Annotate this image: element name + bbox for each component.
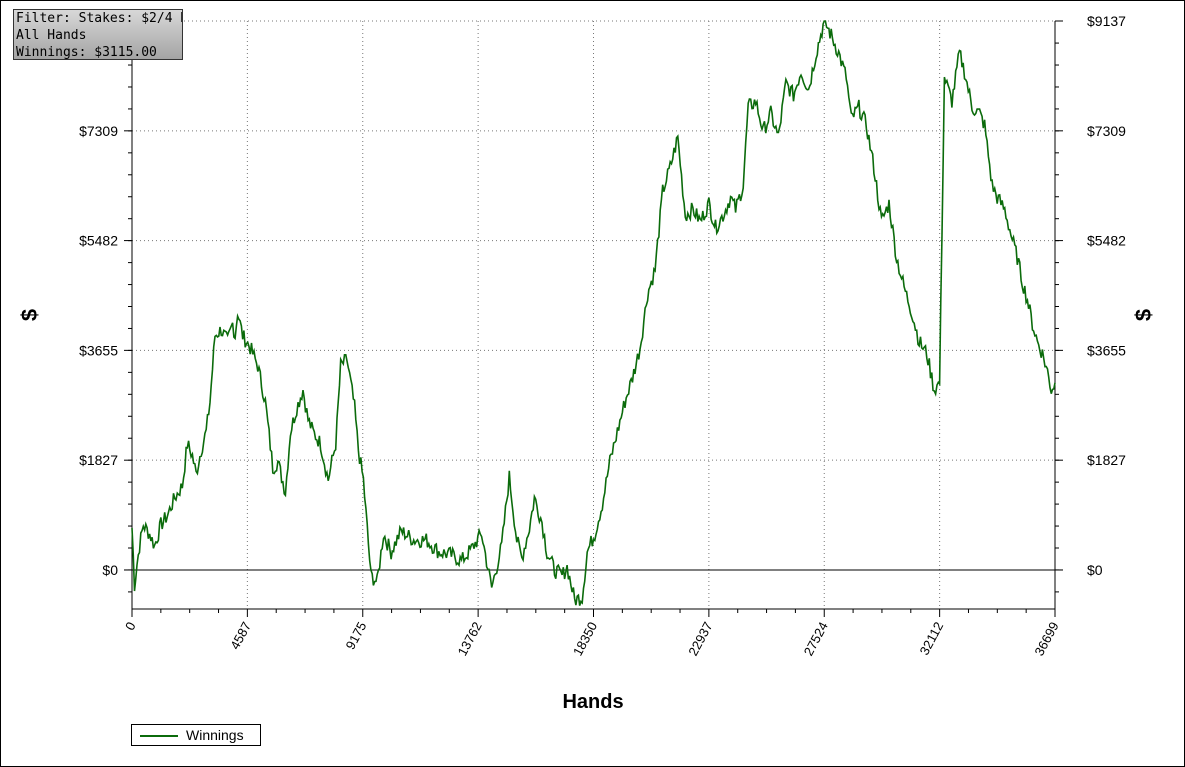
hands-text: All Hands (16, 28, 87, 43)
y-tick-label-right: $3655 (1087, 342, 1126, 358)
x-axis-label: Hands (562, 691, 623, 713)
x-tick-label: 18350 (570, 619, 600, 658)
x-tick-label: 22937 (685, 619, 715, 658)
winnings-total-text: Winnings: $3115.00 (16, 45, 157, 60)
y-tick-label-left: $0 (102, 562, 118, 578)
axes (124, 20, 1063, 617)
x-tick-label: 9175 (343, 619, 370, 652)
x-tick-label: 27524 (801, 619, 831, 658)
filter-info-box: Filter: Stakes: $2/4 NL All Hands Winnin… (13, 9, 183, 60)
y-tick-label-left: $7309 (79, 123, 118, 139)
legend-swatch-winnings (140, 735, 178, 737)
x-tick-label: 36699 (1031, 619, 1061, 658)
x-tick-label: 0 (122, 619, 139, 632)
y-tick-label-left: $5482 (79, 233, 118, 249)
legend-label-winnings: Winnings (186, 727, 244, 743)
x-tick-label: 13762 (455, 619, 485, 658)
y-tick-label-right: $5482 (1087, 233, 1126, 249)
filter-text: Filter: Stakes: $2/4 NL (16, 11, 182, 26)
y-tick-label-right: $7309 (1087, 123, 1126, 139)
x-tick-label: 4587 (227, 619, 254, 652)
grid-lines (132, 20, 1055, 609)
y-axis-label-left: $ (17, 309, 42, 321)
series-line-winnings (131, 20, 1056, 606)
y-tick-label-left: $3655 (79, 342, 118, 358)
y-tick-label-right: $9137 (1087, 13, 1126, 29)
legend: Winnings (131, 724, 261, 746)
y-axis-label-right: $ (1131, 309, 1156, 321)
y-tick-label-left: $1827 (79, 452, 118, 468)
y-tick-label-right: $1827 (1087, 452, 1126, 468)
x-tick-label: 32112 (917, 619, 947, 657)
y-tick-label-right: $0 (1087, 562, 1103, 578)
